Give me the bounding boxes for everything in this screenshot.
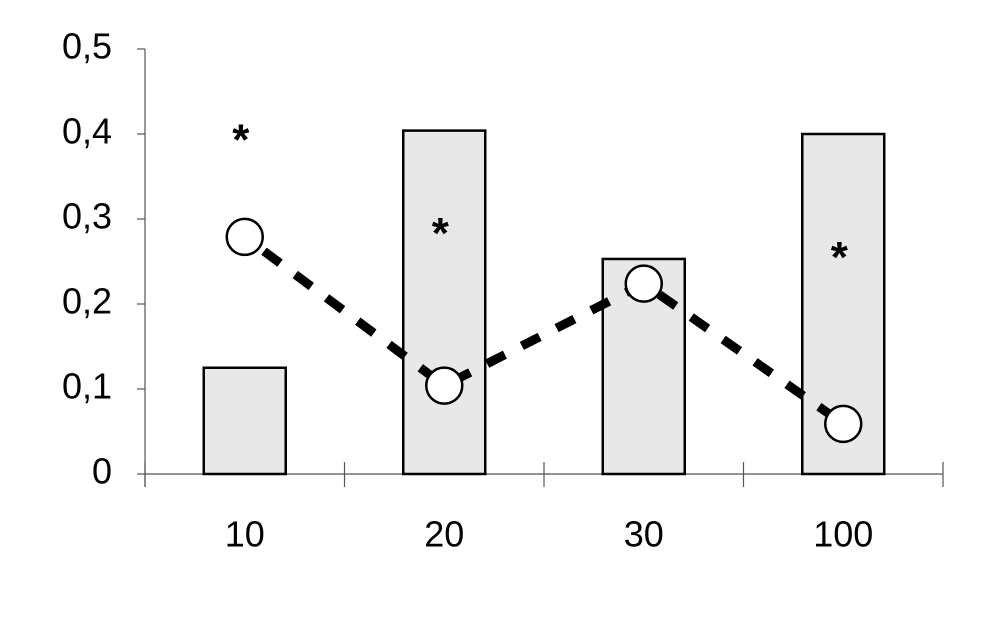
y-tick-label: 0,4 [62, 111, 112, 152]
line-marker [425, 366, 464, 405]
line-marker [824, 404, 863, 444]
annotation: * [831, 233, 849, 282]
y-tick-label: 0 [92, 451, 112, 492]
line-marker [624, 264, 663, 303]
line-marker [225, 217, 264, 257]
y-tick-label: 0,3 [62, 196, 112, 237]
y-tick-label: 0,1 [62, 366, 112, 407]
x-tick-label: 10 [225, 514, 265, 555]
bar [202, 366, 287, 476]
y-tick-label: 0,5 [62, 26, 112, 67]
bar [601, 257, 686, 476]
y-tick-label: 0,2 [62, 281, 112, 322]
annotation: * [432, 209, 450, 258]
x-tick-label: 30 [624, 514, 664, 555]
x-tick-label: 20 [424, 514, 464, 555]
line [242, 233, 846, 428]
bar [402, 129, 487, 476]
x-tick-label: 100 [813, 514, 873, 555]
annotation: * [232, 115, 250, 164]
